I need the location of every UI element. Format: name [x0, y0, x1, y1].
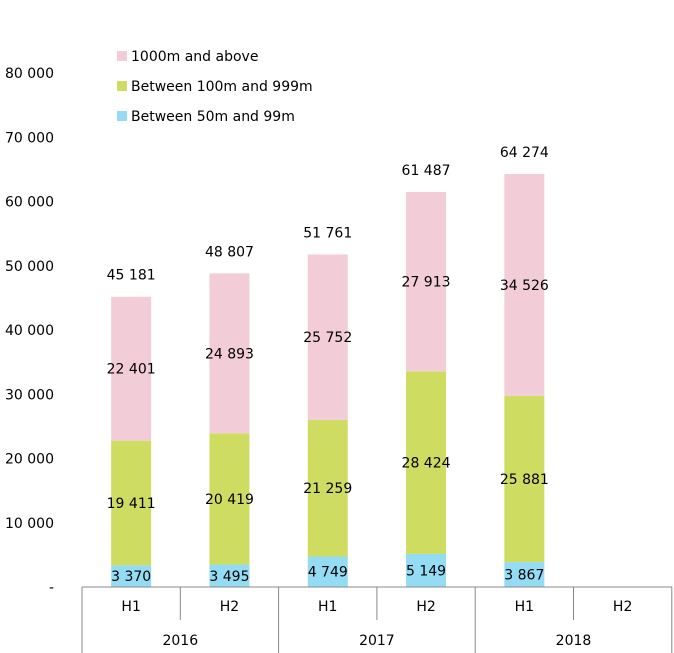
data-label: 4 749: [308, 565, 348, 581]
data-label: 3 370: [111, 569, 151, 585]
y-tick-label: 40 000: [5, 323, 54, 339]
data-label: 22 401: [107, 362, 156, 378]
bar-segment: [504, 395, 545, 563]
bar-segment: [209, 433, 250, 565]
bar-segment: [307, 419, 348, 557]
bar-segment: [406, 553, 447, 587]
bar-segment: [111, 440, 152, 566]
x-tick-label: H2: [220, 599, 239, 615]
legend-label: 1000m and above: [131, 49, 258, 65]
data-label: 28 424: [402, 456, 451, 472]
x-tick-label: H1: [121, 599, 140, 615]
x-tick-label: H1: [515, 599, 534, 615]
data-label: 20 419: [205, 492, 254, 508]
data-label: 34 526: [500, 278, 549, 294]
bar-segment: [209, 273, 250, 434]
bar-segment: [504, 174, 545, 396]
bar-segment: [307, 556, 348, 587]
y-tick-label: 50 000: [5, 259, 54, 275]
legend-label: Between 100m and 999m: [131, 79, 313, 95]
bar-segment: [307, 254, 348, 420]
legend-swatch: [117, 81, 127, 91]
total-label: 51 761: [303, 225, 352, 241]
legend-swatch: [117, 51, 127, 61]
bar-segment: [111, 565, 152, 587]
x-tick-label: H2: [416, 599, 435, 615]
y-tick-label: 60 000: [5, 195, 54, 211]
y-tick-label: 70 000: [5, 130, 54, 146]
data-label: 25 752: [303, 330, 352, 346]
group-label: 2017: [359, 633, 395, 649]
bar-segment: [209, 564, 250, 587]
data-label: 27 913: [402, 275, 451, 291]
data-label: 25 881: [500, 472, 549, 488]
legend-label: Between 50m and 99m: [131, 109, 295, 125]
total-label: 45 181: [107, 268, 156, 284]
group-label: 2016: [162, 633, 198, 649]
bar-segment: [504, 562, 545, 587]
data-label: 21 259: [303, 481, 352, 497]
bar-segment: [111, 296, 152, 441]
group-label: 2018: [556, 633, 592, 649]
x-tick-label: H1: [318, 599, 337, 615]
data-label: 19 411: [107, 496, 156, 512]
total-label: 48 807: [205, 244, 254, 260]
y-tick-label: 30 000: [5, 387, 54, 403]
total-label: 64 274: [500, 145, 549, 161]
bar-segment: [406, 191, 447, 372]
data-label: 3 495: [209, 569, 249, 585]
y-tick-label: 20 000: [5, 452, 54, 468]
total-label: 61 487: [402, 163, 451, 179]
x-tick-label: H2: [613, 599, 632, 615]
y-tick-label: 80 000: [5, 66, 54, 82]
data-label: 3 867: [504, 568, 544, 584]
y-tick-label: 10 000: [5, 516, 54, 532]
bar-segment: [406, 371, 447, 554]
data-label: 5 149: [406, 563, 446, 579]
y-tick-label: -: [49, 580, 54, 596]
legend-swatch: [117, 111, 127, 121]
data-label: 24 893: [205, 346, 254, 362]
